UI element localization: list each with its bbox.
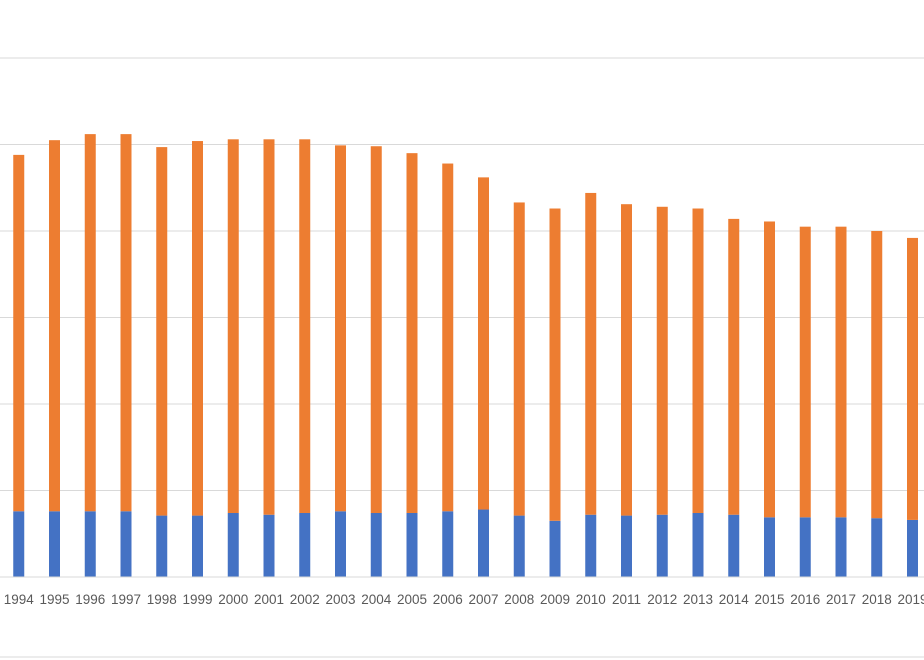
bar-segment-2000-series-1 — [227, 512, 239, 577]
bar-segment-2010-series-1 — [585, 514, 597, 577]
bar-segment-1998-series-1 — [156, 515, 168, 577]
bar-segment-1996-series-1 — [84, 511, 96, 577]
x-tick-label-2006: 2006 — [433, 592, 463, 607]
gridlines — [0, 57, 924, 491]
bar-segment-2009-series-1 — [549, 520, 561, 577]
bar-segment-2014-series-1 — [728, 514, 740, 577]
bar-segment-2019-series-1 — [907, 519, 918, 577]
bar-segment-2015-series-2 — [764, 221, 775, 518]
bar-segment-2001-series-1 — [263, 514, 275, 577]
x-tick-label-2012: 2012 — [647, 592, 677, 607]
x-tick-label-2000: 2000 — [218, 592, 248, 607]
bar-segment-2012-series-1 — [656, 514, 668, 577]
x-tick-label-2002: 2002 — [290, 592, 320, 607]
bar-segment-2003-series-2 — [335, 145, 346, 512]
x-tick-label-1996: 1996 — [75, 592, 105, 607]
bar-segment-2017-series-2 — [835, 226, 847, 518]
bar-segment-2018-series-1 — [871, 518, 883, 577]
x-tick-label-2016: 2016 — [790, 592, 820, 607]
bar-segment-1995-series-1 — [49, 511, 60, 577]
bar-segment-2018-series-2 — [871, 231, 883, 519]
bar-segment-2013-series-1 — [692, 512, 704, 577]
bar-segment-1995-series-2 — [49, 140, 60, 512]
x-tick-label-2015: 2015 — [754, 592, 784, 607]
bar-segment-2005-series-1 — [406, 512, 418, 577]
x-tick-label-2014: 2014 — [719, 592, 750, 607]
x-tick-label-2004: 2004 — [361, 592, 392, 607]
x-tick-label-1994: 1994 — [4, 592, 35, 607]
bar-segment-2000-series-2 — [227, 139, 239, 513]
x-tick-label-1999: 1999 — [182, 592, 212, 607]
bar-segment-1999-series-1 — [192, 515, 203, 577]
x-tick-label-2010: 2010 — [576, 592, 606, 607]
bar-segment-1997-series-2 — [120, 134, 132, 512]
x-tick-label-2019: 2019 — [897, 592, 924, 607]
x-tick-label-2017: 2017 — [826, 592, 856, 607]
bar-segment-2009-series-2 — [549, 208, 561, 521]
bar-segment-2008-series-2 — [513, 202, 525, 516]
x-tick-label-1998: 1998 — [147, 592, 177, 607]
bar-segment-2008-series-1 — [513, 515, 525, 577]
x-tick-labels: 1993199419951996199719981999200020012002… — [4, 592, 924, 607]
bar-segment-1994-series-1 — [13, 511, 25, 577]
x-tick-label-2018: 2018 — [862, 592, 892, 607]
x-tick-label-2007: 2007 — [468, 592, 498, 607]
bar-segment-2010-series-2 — [585, 192, 597, 515]
x-tick-label-2003: 2003 — [325, 592, 355, 607]
x-tick-label-2005: 2005 — [397, 592, 427, 607]
x-tick-label-2008: 2008 — [504, 592, 534, 607]
bar-segment-2017-series-1 — [835, 517, 847, 577]
bar-segment-2001-series-2 — [263, 139, 275, 515]
bar-segment-1994-series-2 — [13, 154, 25, 512]
bar-segment-2007-series-1 — [478, 509, 489, 577]
bar-segment-2016-series-1 — [799, 517, 811, 577]
bar-segment-2003-series-1 — [335, 511, 346, 577]
bar-segment-2007-series-2 — [478, 177, 489, 510]
bar-segment-2016-series-2 — [799, 226, 811, 518]
bar-segment-2011-series-2 — [621, 204, 632, 516]
bar-segment-2004-series-1 — [370, 512, 382, 577]
bar-segment-2006-series-2 — [442, 163, 454, 512]
bar-segment-1997-series-1 — [120, 511, 132, 577]
x-tick-label-2013: 2013 — [683, 592, 713, 607]
x-tick-label-2009: 2009 — [540, 592, 570, 607]
x-tick-label-2001: 2001 — [254, 592, 284, 607]
bar-segment-2014-series-2 — [728, 218, 740, 515]
bar-segment-2002-series-1 — [299, 512, 311, 577]
x-tick-label-2011: 2011 — [612, 592, 641, 607]
bar-segment-1998-series-2 — [156, 147, 168, 516]
bar-segment-2006-series-1 — [442, 511, 454, 577]
bar-segment-1999-series-2 — [192, 141, 203, 516]
bar-segment-2015-series-1 — [764, 517, 775, 577]
bar-segment-2011-series-1 — [621, 515, 632, 577]
bars — [13, 134, 918, 577]
bar-segment-2012-series-2 — [656, 206, 668, 515]
bar-segment-2019-series-2 — [907, 237, 918, 520]
bar-segment-2002-series-2 — [299, 139, 311, 513]
x-tick-label-1997: 1997 — [111, 592, 141, 607]
bar-segment-1996-series-2 — [84, 134, 96, 512]
x-tick-label-1995: 1995 — [39, 592, 69, 607]
bar-segment-2005-series-2 — [406, 153, 418, 513]
bar-segment-2013-series-2 — [692, 208, 704, 513]
bar-segment-2004-series-2 — [370, 146, 382, 513]
